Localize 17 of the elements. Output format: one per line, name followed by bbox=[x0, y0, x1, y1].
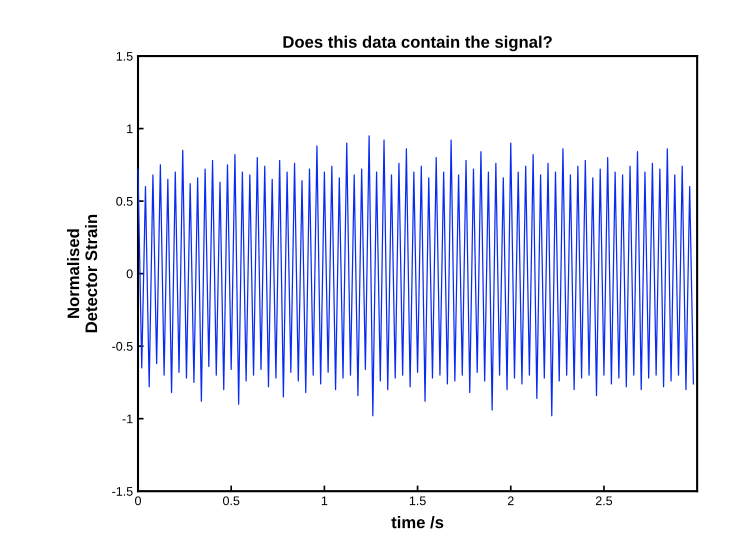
y-tick-label: -0.5 bbox=[112, 342, 133, 351]
x-tick-label: 2 bbox=[508, 496, 514, 506]
chart-title: Does this data contain the signal? bbox=[283, 36, 552, 52]
y-tick-label: 1.5 bbox=[116, 52, 133, 61]
y-tick-label: -1.5 bbox=[112, 487, 133, 496]
x-tick-label: 0.5 bbox=[222, 496, 240, 506]
y-tick-label: -1 bbox=[122, 414, 133, 424]
x-axis-title: time /s bbox=[391, 516, 444, 528]
x-tick-label: 1.5 bbox=[410, 496, 426, 506]
y-tick-label: 0 bbox=[126, 269, 133, 278]
x-tick-label: 0 bbox=[135, 496, 141, 506]
line-series bbox=[137, 135, 694, 416]
y-axis-title: Normalised Detector Strain bbox=[67, 214, 98, 332]
y-tick-label: 0.5 bbox=[116, 196, 133, 206]
y-tick-label: 1 bbox=[127, 124, 133, 134]
x-tick-label: 1 bbox=[322, 496, 328, 506]
x-tick-label: 2.5 bbox=[596, 496, 612, 506]
